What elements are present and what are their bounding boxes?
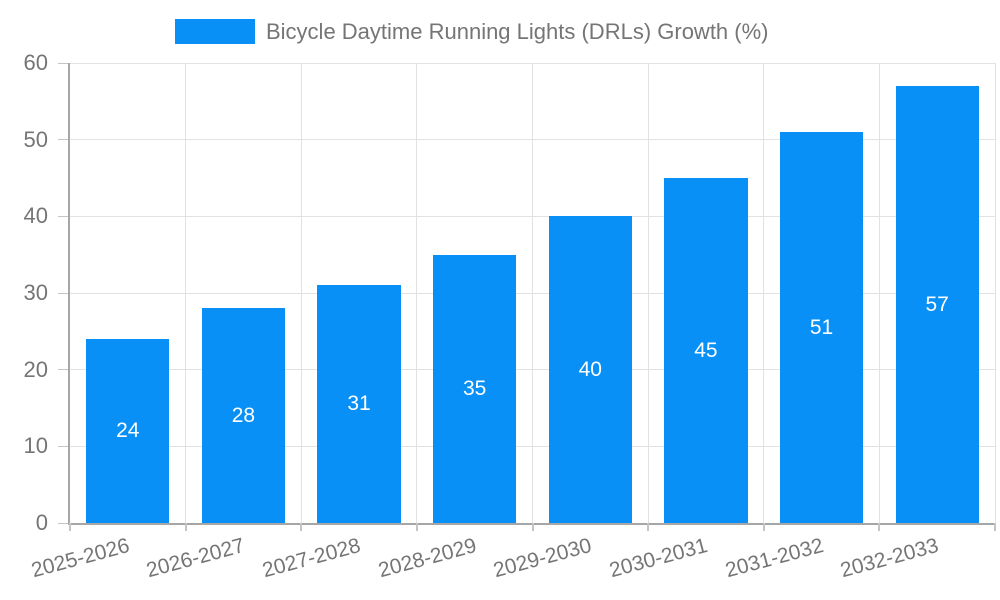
y-axis-tick <box>58 369 68 371</box>
gridline-vertical <box>878 63 880 523</box>
x-axis-tick <box>184 523 187 531</box>
gridline-vertical <box>994 63 996 523</box>
bar-value-label: 31 <box>347 392 371 416</box>
y-axis-tick <box>58 139 68 141</box>
bar-value-label: 24 <box>116 419 140 442</box>
x-axis-tick <box>300 523 303 531</box>
y-axis-tick <box>58 292 68 294</box>
gridline-vertical <box>647 63 649 523</box>
bar[interactable]: 51 <box>779 132 864 523</box>
x-axis-tick <box>415 523 418 531</box>
gridline-vertical <box>300 63 302 523</box>
y-tick-label: 30 <box>23 280 48 305</box>
y-tick-label: 60 <box>23 50 48 75</box>
bar-value-label: 57 <box>925 292 949 316</box>
y-tick-label: 40 <box>23 203 48 229</box>
bar[interactable]: 40 <box>548 216 632 523</box>
x-axis-tick <box>994 523 996 531</box>
y-tick-label: 10 <box>23 433 48 459</box>
chart-legend[interactable]: Bicycle Daytime Running Lights (DRLs) Gr… <box>175 19 769 44</box>
bar[interactable]: 57 <box>895 86 979 523</box>
gridline-vertical <box>532 63 533 523</box>
y-axis-tick <box>58 62 68 64</box>
gridline-vertical <box>416 63 418 523</box>
legend-label: Bicycle Daytime Running Lights (DRLs) Gr… <box>266 19 769 44</box>
y-axis-tick <box>58 522 68 524</box>
bar[interactable]: 35 <box>433 254 517 523</box>
x-axis-tick <box>647 523 650 531</box>
gridline-vertical <box>185 63 187 523</box>
x-axis-tick <box>531 523 534 531</box>
y-axis-tick <box>58 215 68 217</box>
bar[interactable]: 24 <box>86 339 170 523</box>
y-tick-label: 20 <box>23 356 48 382</box>
x-axis-tick <box>878 523 881 531</box>
bar[interactable]: 45 <box>664 178 748 523</box>
y-tick-label: 50 <box>23 126 48 152</box>
bar-value-label: 40 <box>578 357 602 381</box>
bar-value-label: 45 <box>694 338 718 362</box>
bar[interactable]: 31 <box>317 285 401 523</box>
gridline-vertical <box>763 63 765 523</box>
legend-swatch <box>175 19 255 44</box>
bar-value-label: 51 <box>809 315 834 339</box>
x-axis-tick <box>69 523 71 531</box>
bar-value-label: 35 <box>463 376 487 400</box>
y-axis-tick <box>58 445 68 447</box>
y-tick-label: 0 <box>35 510 48 535</box>
bar-value-label: 28 <box>231 403 256 427</box>
x-axis-tick <box>762 523 765 531</box>
bar[interactable]: 28 <box>201 308 286 523</box>
plot-area: 24 28 31 35 40 45 51 57 <box>58 62 996 531</box>
